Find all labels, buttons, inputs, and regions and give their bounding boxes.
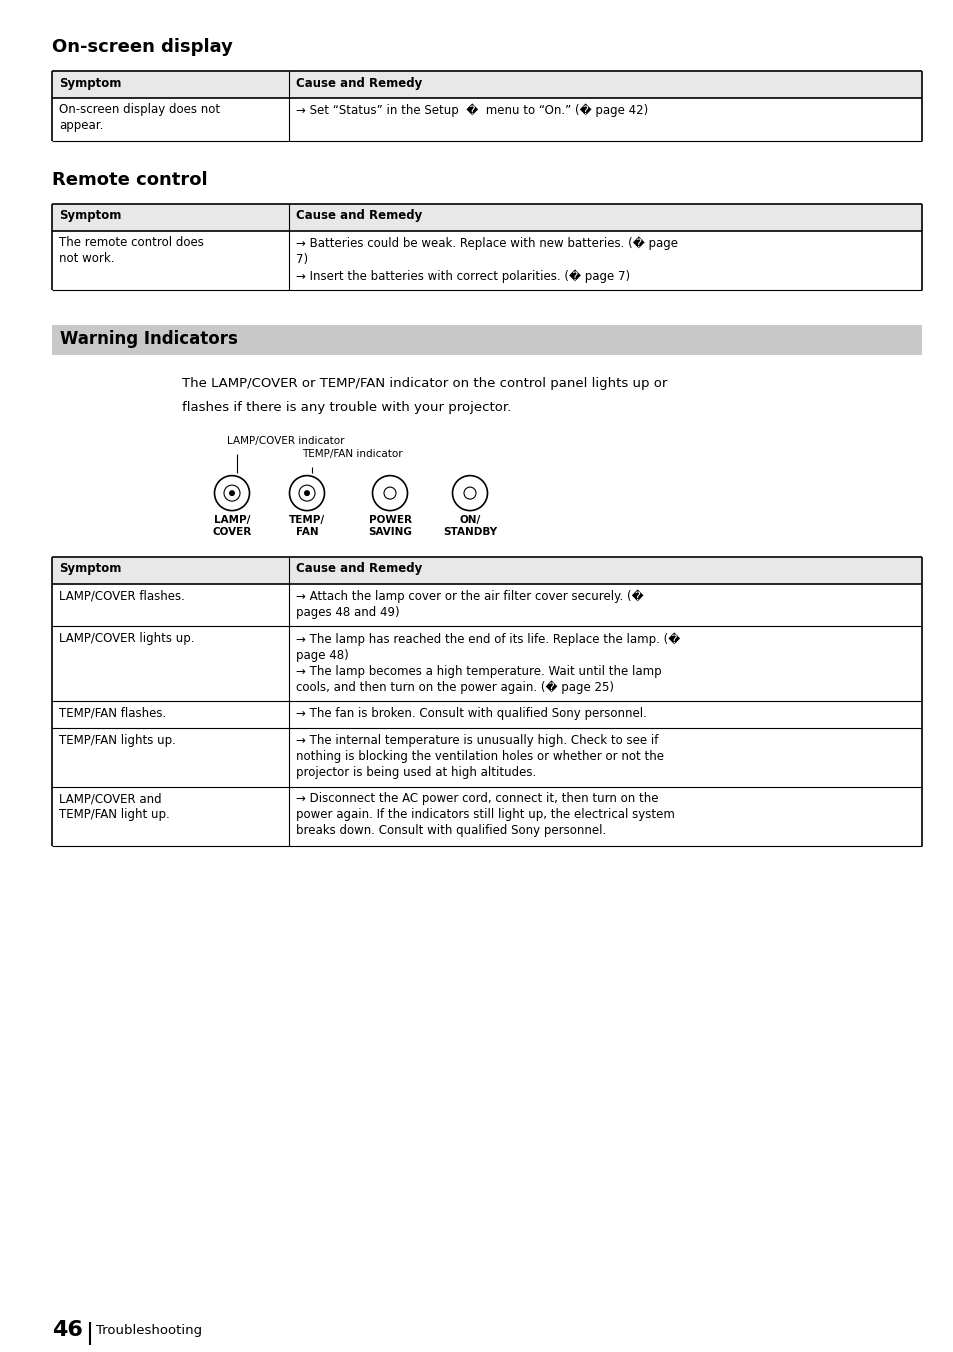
Text: The LAMP/COVER or TEMP/FAN indicator on the control panel lights up or: The LAMP/COVER or TEMP/FAN indicator on … <box>182 377 667 389</box>
Text: Symptom: Symptom <box>59 210 121 222</box>
Text: LAMP/COVER lights up.: LAMP/COVER lights up. <box>59 631 194 645</box>
Bar <box>52 97 921 141</box>
Bar <box>52 584 921 626</box>
Text: Warning Indicators: Warning Indicators <box>60 330 237 347</box>
Text: LAMP/COVER indicator: LAMP/COVER indicator <box>227 435 344 446</box>
Text: Cause and Remedy: Cause and Remedy <box>295 210 421 222</box>
Text: On-screen display does not
appear.: On-screen display does not appear. <box>59 104 220 132</box>
Text: → Disconnect the AC power cord, connect it, then turn on the
power again. If the: → Disconnect the AC power cord, connect … <box>295 792 674 837</box>
Text: POWER
SAVING: POWER SAVING <box>368 515 412 537</box>
Text: Troubleshooting: Troubleshooting <box>96 1324 202 1337</box>
Bar <box>52 204 921 231</box>
Bar <box>52 729 921 787</box>
Text: TEMP/
FAN: TEMP/ FAN <box>289 515 325 537</box>
Bar <box>52 557 921 584</box>
Text: → Attach the lamp cover or the air filter cover securely. (�
pages 48 and 49): → Attach the lamp cover or the air filte… <box>295 589 642 619</box>
Text: → The fan is broken. Consult with qualified Sony personnel.: → The fan is broken. Consult with qualif… <box>295 707 646 719</box>
Text: On-screen display: On-screen display <box>52 38 233 55</box>
Bar <box>52 231 921 289</box>
Text: 46: 46 <box>52 1320 83 1340</box>
Text: → The lamp has reached the end of its life. Replace the lamp. (�
page 48)
→ The : → The lamp has reached the end of its li… <box>295 631 679 695</box>
Text: → Set “Status” in the Setup  �  menu to “On.” (� page 42): → Set “Status” in the Setup � menu to “O… <box>295 104 647 118</box>
Text: Symptom: Symptom <box>59 562 121 575</box>
Text: → Batteries could be weak. Replace with new batteries. (� page
7)
→ Insert the b: → Batteries could be weak. Replace with … <box>295 237 677 283</box>
Circle shape <box>304 491 310 496</box>
Text: The remote control does
not work.: The remote control does not work. <box>59 237 204 265</box>
Text: TEMP/FAN flashes.: TEMP/FAN flashes. <box>59 707 166 719</box>
Text: LAMP/
COVER: LAMP/ COVER <box>213 515 252 537</box>
Bar <box>52 72 921 97</box>
Text: TEMP/FAN lights up.: TEMP/FAN lights up. <box>59 734 175 746</box>
Text: Cause and Remedy: Cause and Remedy <box>295 77 421 89</box>
Text: flashes if there is any trouble with your projector.: flashes if there is any trouble with you… <box>182 400 511 414</box>
Text: TEMP/FAN indicator: TEMP/FAN indicator <box>302 449 402 458</box>
Text: LAMP/COVER flashes.: LAMP/COVER flashes. <box>59 589 185 602</box>
Circle shape <box>229 491 234 496</box>
Text: ON/
STANDBY: ON/ STANDBY <box>442 515 497 537</box>
Text: Symptom: Symptom <box>59 77 121 89</box>
Text: → The internal temperature is unusually high. Check to see if
nothing is blockin: → The internal temperature is unusually … <box>295 734 663 779</box>
Bar <box>52 787 921 846</box>
Text: Remote control: Remote control <box>52 170 208 189</box>
Bar <box>52 702 921 729</box>
Bar <box>52 324 921 354</box>
Text: Cause and Remedy: Cause and Remedy <box>295 562 421 575</box>
Text: LAMP/COVER and
TEMP/FAN light up.: LAMP/COVER and TEMP/FAN light up. <box>59 792 170 822</box>
Bar <box>52 626 921 702</box>
